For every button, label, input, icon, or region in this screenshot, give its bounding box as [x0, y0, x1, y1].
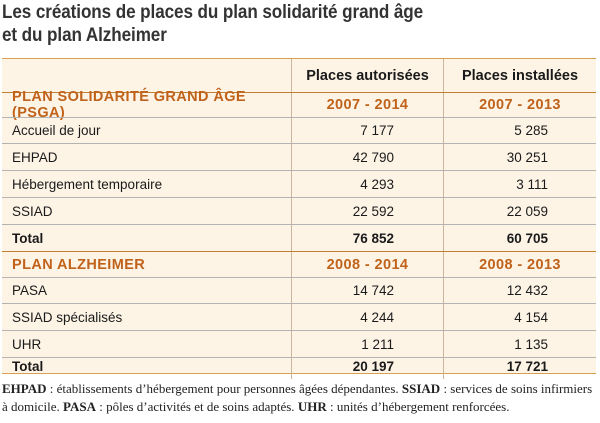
row-label: Accueil de jour	[2, 118, 292, 143]
footnote-ehpad-def: : établissements d’hébergement pour pers…	[46, 381, 402, 396]
footnote-pasa-abbr: PASA	[63, 399, 96, 414]
title-line-1: Les créations de places du plan solidari…	[2, 2, 424, 23]
total-row: Total 76 852 60 705	[2, 224, 596, 251]
row-autorisees: 14 742	[292, 278, 444, 303]
row-label: SSIAD	[2, 198, 292, 224]
table-row: PASA 14 742 12 432	[2, 277, 596, 303]
row-installees: 22 059	[506, 203, 548, 219]
table-row: Accueil de jour 7 177 5 285	[2, 117, 596, 143]
row-installees: 5 285	[514, 123, 548, 138]
table-row: UHR 1 211 1 135	[2, 330, 596, 357]
footnote-ssiad-abbr: SSIAD	[401, 381, 441, 396]
table-row: SSIAD spécialisés 4 244 4 154	[2, 303, 596, 330]
header-empty-cell	[2, 59, 292, 92]
row-label: UHR	[2, 331, 292, 357]
row-autorisees: 42 790	[292, 144, 444, 170]
total-autorisees: 20 197	[292, 353, 444, 379]
header-places-installees: Places installées	[461, 67, 579, 84]
section-period-autorisees: 2008 - 2014	[292, 252, 444, 277]
places-table: Places autorisées Places installées PLAN…	[2, 58, 596, 379]
footnote-ehpad-abbr: EHPAD	[2, 381, 47, 396]
row-installees: 1 135	[514, 336, 548, 352]
section-header-alzheimer: PLAN ALZHEIMER 2008 - 2014 2008 - 2013	[2, 251, 596, 277]
row-installees: 12 432	[506, 283, 548, 298]
section-header-psga: PLAN SOLIDARITÉ GRAND ÂGE (PSGA) 2007 - …	[2, 89, 596, 121]
title-line-2: et du plan Alzheimer	[2, 25, 167, 46]
total-autorisees: 76 852	[292, 225, 444, 251]
section-name: PLAN SOLIDARITÉ GRAND ÂGE (PSGA)	[2, 89, 292, 121]
section-period-installees: 2008 - 2013	[479, 256, 561, 273]
page-title: Les créations de places du plan solidari…	[2, 1, 533, 47]
table-row: EHPAD 42 790 30 251	[2, 143, 596, 170]
row-label: EHPAD	[2, 144, 292, 170]
row-label: Hébergement temporaire	[2, 171, 292, 197]
row-label: PASA	[2, 278, 292, 303]
header-places-autorisees: Places autorisées	[292, 59, 444, 92]
footnote-uhr-abbr: UHR	[297, 399, 327, 414]
footnote-uhr-def: : unités d’hébergement renforcées.	[326, 399, 510, 414]
footnote-ssiad-def: : services de soins infirmiers à domicil…	[2, 381, 593, 414]
row-autorisees: 4 293	[292, 171, 444, 197]
section-period-autorisees: 2007 - 2014	[292, 93, 444, 117]
total-installees: 17 721	[506, 358, 548, 374]
row-label: SSIAD spécialisés	[2, 304, 292, 330]
row-autorisees: 4 244	[292, 304, 444, 330]
section-name: PLAN ALZHEIMER	[2, 252, 292, 277]
table-row: SSIAD 22 592 22 059	[2, 197, 596, 224]
total-row: Total 20 197 17 721	[2, 353, 596, 379]
footnote: EHPAD : établissements d’hébergement pou…	[2, 380, 598, 416]
total-label: Total	[2, 225, 292, 251]
row-installees: 30 251	[506, 149, 548, 165]
table-header-row: Places autorisées Places installées	[2, 59, 596, 92]
row-installees: 4 154	[514, 309, 548, 325]
section-period-installees: 2007 - 2013	[479, 97, 561, 113]
total-label: Total	[2, 353, 292, 379]
table-row: Hébergement temporaire 4 293 3 111	[2, 170, 596, 197]
total-installees: 60 705	[506, 230, 548, 246]
row-autorisees: 7 177	[292, 118, 444, 143]
row-installees: 3 111	[516, 176, 548, 192]
row-autorisees: 22 592	[292, 198, 444, 224]
row-autorisees: 1 211	[292, 331, 444, 357]
footnote-pasa-def: : pôles d’activités et de soins adaptés.	[96, 399, 298, 414]
